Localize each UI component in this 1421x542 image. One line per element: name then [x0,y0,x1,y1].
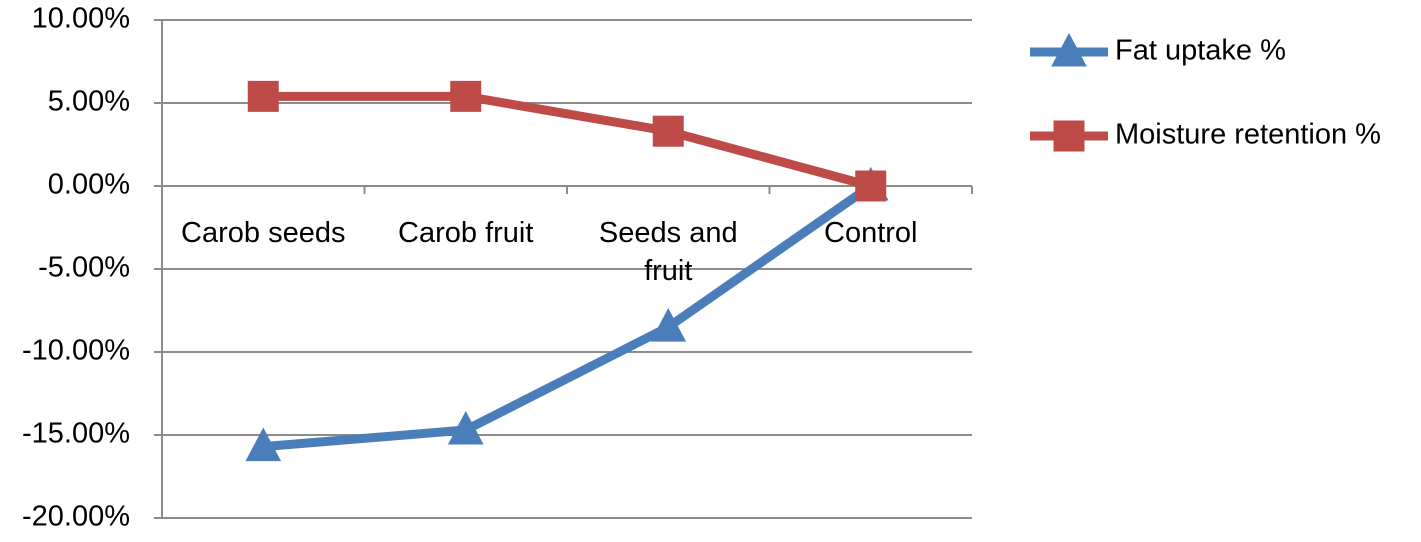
legend-label: Moisture retention % [1115,119,1381,151]
legend-marker [1053,120,1085,152]
x-tick-label: Seeds and fruit [598,217,738,287]
series-line [263,91,872,191]
data-point [450,80,482,112]
series-line [262,182,874,452]
x-tick-label: Carob fruit [398,217,534,249]
x-tick-label: Control [824,217,918,249]
y-tick-label: -10.00% [22,335,130,367]
y-tick-label: 5.00% [48,86,130,118]
y-tick-label: 0.00% [48,169,130,201]
data-point [652,115,684,147]
data-point [447,410,484,445]
data-point [245,427,282,462]
legend-marker [1051,32,1087,67]
data-point [855,170,887,202]
y-tick-label: -15.00% [22,418,130,450]
data-point [650,308,687,342]
y-tick-label: -20.00% [22,501,130,533]
data-point [247,80,279,112]
x-tick-label: Carob seeds [181,217,346,249]
y-tick-label: -5.00% [38,252,130,284]
y-tick-label: 10.00% [32,3,130,35]
legend-label: Fat uptake % [1115,35,1286,67]
